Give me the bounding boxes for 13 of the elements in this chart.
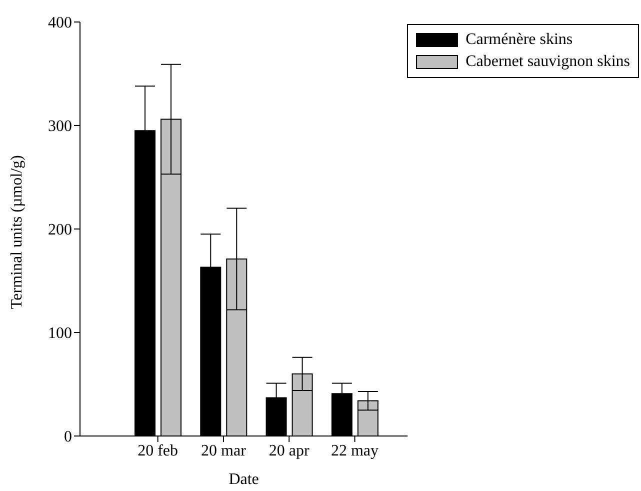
y-tick-label: 100 — [48, 325, 72, 342]
x-tick-label: 20 apr — [268, 442, 310, 460]
y-tick-label: 200 — [48, 222, 72, 239]
x-tick-label: 20 mar — [201, 442, 247, 460]
x-axis-title: Date — [228, 471, 259, 488]
y-tick-label: 300 — [48, 118, 72, 136]
x-tick-label: 22 may — [330, 442, 379, 460]
x-tick-label: 20 feb — [138, 442, 178, 460]
y-tick-label: 400 — [48, 14, 72, 32]
legend-label: Carménère skins — [466, 30, 573, 50]
y-tick-label: 0 — [64, 428, 72, 446]
y-axis-title: Terminal units (µmol/g) — [8, 155, 26, 309]
legend-label: Cabernet sauvignon skins — [466, 52, 630, 72]
